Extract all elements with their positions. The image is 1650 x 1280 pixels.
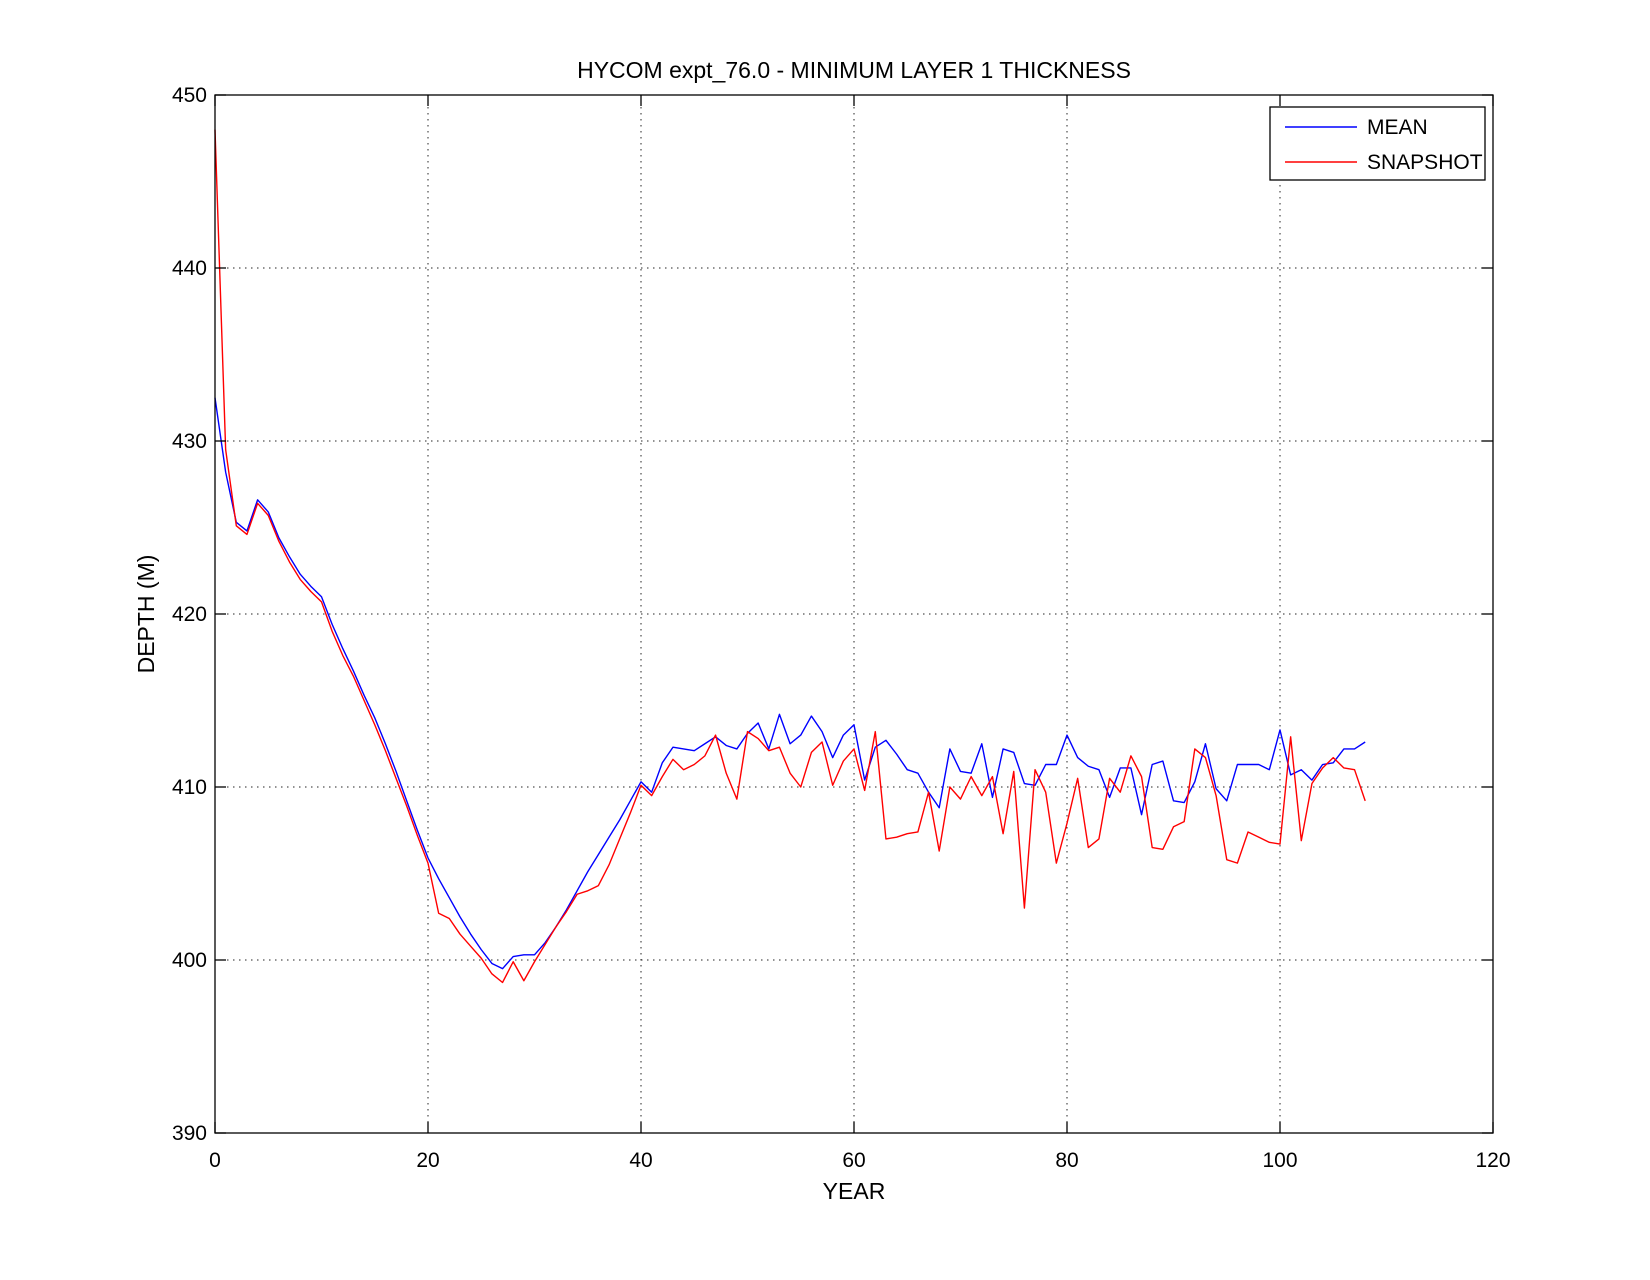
y-tick-label: 440 xyxy=(172,257,207,280)
y-tick-label: 430 xyxy=(172,430,207,453)
y-tick-label: 450 xyxy=(172,84,207,107)
legend-label-mean: MEAN xyxy=(1367,116,1428,139)
axis-ticks xyxy=(214,94,1494,1134)
data-series xyxy=(214,129,1366,984)
chart-title: HYCOM expt_76.0 - MINIMUM LAYER 1 THICKN… xyxy=(577,57,1131,83)
y-tick-labels: 390 400 410 420 430 440 450 xyxy=(172,84,207,1145)
x-tick-label: 0 xyxy=(209,1149,221,1172)
x-tick-label: 100 xyxy=(1262,1149,1297,1172)
legend: MEAN SNAPSHOT xyxy=(1269,106,1486,181)
y-tick-label: 420 xyxy=(172,603,207,626)
x-axis-label: YEAR xyxy=(823,1178,886,1204)
y-axis-label: DEPTH (M) xyxy=(133,555,159,674)
legend-label-snapshot: SNAPSHOT xyxy=(1367,151,1483,174)
y-tick-label: 410 xyxy=(172,776,207,799)
snapshot-series-line xyxy=(214,129,1366,984)
y-tick-label: 400 xyxy=(172,949,207,972)
x-tick-label: 120 xyxy=(1475,1149,1510,1172)
x-tick-label: 40 xyxy=(629,1149,652,1172)
legend-box xyxy=(1269,106,1486,181)
x-tick-labels: 0 20 40 60 80 100 120 xyxy=(209,1149,1510,1172)
x-tick-label: 20 xyxy=(416,1149,439,1172)
x-tick-label: 60 xyxy=(842,1149,865,1172)
y-tick-label: 390 xyxy=(172,1122,207,1145)
gridlines xyxy=(215,95,1493,1133)
x-tick-label: 80 xyxy=(1055,1149,1078,1172)
mean-series-line xyxy=(214,397,1366,970)
